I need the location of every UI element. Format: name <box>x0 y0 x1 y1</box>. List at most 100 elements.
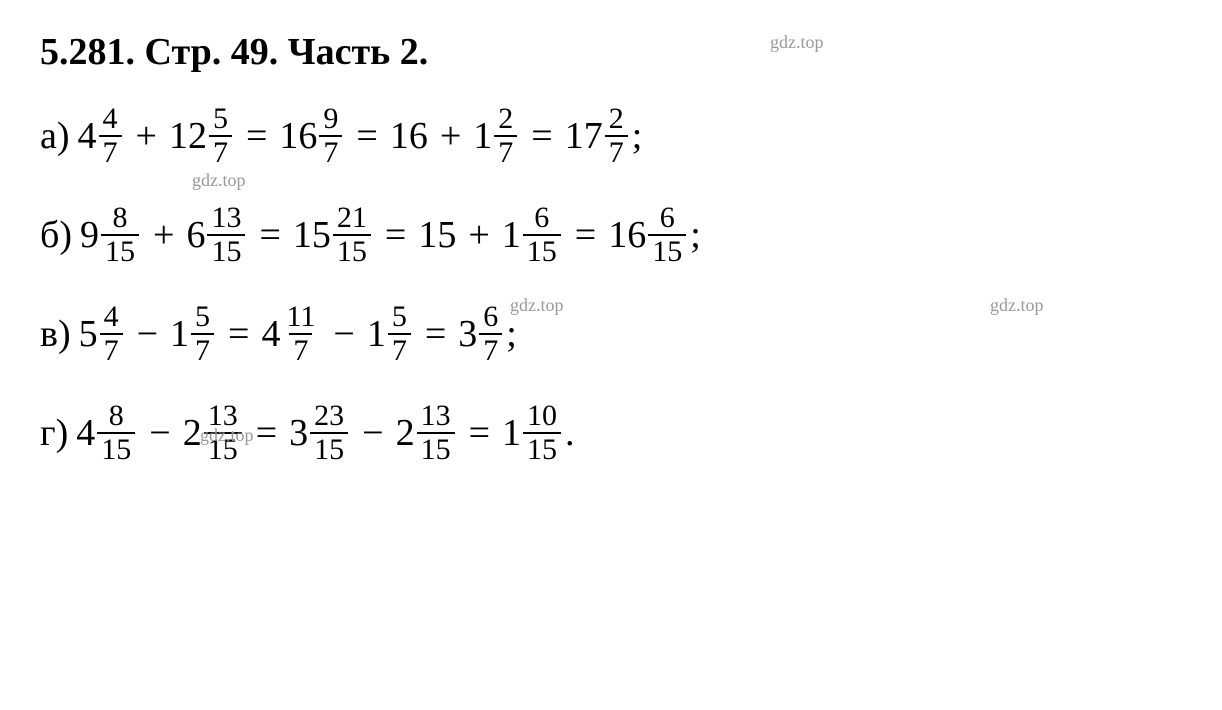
denominator: 7 <box>209 135 232 168</box>
whole-part: 12 <box>169 114 207 158</box>
numerator: 9 <box>319 104 342 135</box>
numerator: 6 <box>656 203 679 234</box>
equals-sign: = <box>469 411 490 455</box>
denominator: 15 <box>101 234 139 267</box>
numerator: 10 <box>523 401 561 432</box>
whole-part: 17 <box>565 114 603 158</box>
problem-number: 5.281. <box>40 31 135 73</box>
page-label: Стр. 49. <box>145 31 279 73</box>
fraction: 615 <box>523 203 561 267</box>
mixed-number: 21315 <box>396 401 457 465</box>
operator: + <box>468 213 489 257</box>
equals-sign: = <box>356 114 377 158</box>
whole-part: 4 <box>78 114 97 158</box>
fraction: 815 <box>101 203 139 267</box>
fraction: 27 <box>494 104 517 168</box>
denominator: 15 <box>97 432 135 465</box>
denominator: 7 <box>99 135 122 168</box>
fraction: 1315 <box>204 401 242 465</box>
whole-part: 1 <box>473 114 492 158</box>
equals-sign: = <box>385 213 406 257</box>
mixed-number: 1727 <box>565 104 630 168</box>
operator: − <box>137 312 158 356</box>
mixed-number: 61315 <box>186 203 247 267</box>
numerator: 5 <box>209 104 232 135</box>
math-line: г)4815−21315=32315−21315=11015. <box>40 401 1182 465</box>
denominator: 7 <box>479 333 502 366</box>
mixed-number: 157 <box>367 302 413 366</box>
whole-part: 5 <box>79 312 98 356</box>
equals-sign: = <box>259 213 280 257</box>
denominator: 7 <box>289 333 312 366</box>
whole-part: 1 <box>367 312 386 356</box>
numerator: 2 <box>605 104 628 135</box>
denominator: 15 <box>333 234 371 267</box>
operator: + <box>136 114 157 158</box>
whole-part: 6 <box>186 213 205 257</box>
numerator: 13 <box>207 203 245 234</box>
equals-sign: = <box>246 114 267 158</box>
expression: 4815−21315=32315−21315=11015. <box>76 401 574 465</box>
denominator: 7 <box>191 333 214 366</box>
fraction: 47 <box>99 104 122 168</box>
denominator: 7 <box>100 333 123 366</box>
whole-part: 1 <box>170 312 189 356</box>
denominator: 15 <box>207 234 245 267</box>
denominator: 15 <box>204 432 242 465</box>
numerator: 21 <box>333 203 371 234</box>
whole-part: 3 <box>458 312 477 356</box>
numerator: 11 <box>282 302 319 333</box>
part-label: Часть 2. <box>288 31 429 73</box>
mixed-number: 11015 <box>502 401 563 465</box>
fraction: 67 <box>479 302 502 366</box>
fraction: 97 <box>319 104 342 168</box>
whole-number: 15 <box>418 213 456 257</box>
numerator: 5 <box>388 302 411 333</box>
whole-part: 9 <box>80 213 99 257</box>
operator: − <box>362 411 383 455</box>
math-lines-container: а)447+1257=1697=16+127=1727;б)9815+61315… <box>40 104 1182 465</box>
whole-part: 1 <box>502 411 521 455</box>
whole-part: 16 <box>279 114 317 158</box>
denominator: 7 <box>605 135 628 168</box>
mixed-number: 32315 <box>289 401 350 465</box>
semicolon: ; <box>506 312 517 356</box>
operator: + <box>153 213 174 257</box>
whole-part: 16 <box>608 213 646 257</box>
mixed-number: 4815 <box>76 401 137 465</box>
line-label: в) <box>40 312 71 356</box>
numerator: 6 <box>479 302 502 333</box>
numerator: 2 <box>494 104 517 135</box>
whole-part: 4 <box>76 411 95 455</box>
fraction: 57 <box>209 104 232 168</box>
fraction: 2115 <box>333 203 371 267</box>
period: . <box>565 411 575 455</box>
line-label: б) <box>40 213 72 257</box>
semicolon: ; <box>690 213 701 257</box>
denominator: 15 <box>417 432 455 465</box>
equals-sign: = <box>256 411 277 455</box>
fraction: 615 <box>648 203 686 267</box>
mixed-number: 4117 <box>261 302 321 366</box>
operator: − <box>333 312 354 356</box>
denominator: 15 <box>648 234 686 267</box>
mixed-number: 1257 <box>169 104 234 168</box>
mixed-number: 1697 <box>279 104 344 168</box>
numerator: 4 <box>99 104 122 135</box>
math-line: б)9815+61315=152115=15+1615=16615; <box>40 203 1182 267</box>
problem-header: 5.281. Стр. 49. Часть 2. <box>40 30 1182 74</box>
denominator: 7 <box>319 135 342 168</box>
fraction: 1015 <box>523 401 561 465</box>
fraction: 815 <box>97 401 135 465</box>
denominator: 7 <box>388 333 411 366</box>
fraction: 1315 <box>417 401 455 465</box>
whole-part: 2 <box>396 411 415 455</box>
line-label: а) <box>40 114 70 158</box>
numerator: 4 <box>100 302 123 333</box>
denominator: 7 <box>494 135 517 168</box>
math-line: в)547−157=4117−157=367; <box>40 302 1182 366</box>
fraction: 47 <box>100 302 123 366</box>
operator: − <box>149 411 170 455</box>
numerator: 13 <box>204 401 242 432</box>
mixed-number: 9815 <box>80 203 141 267</box>
